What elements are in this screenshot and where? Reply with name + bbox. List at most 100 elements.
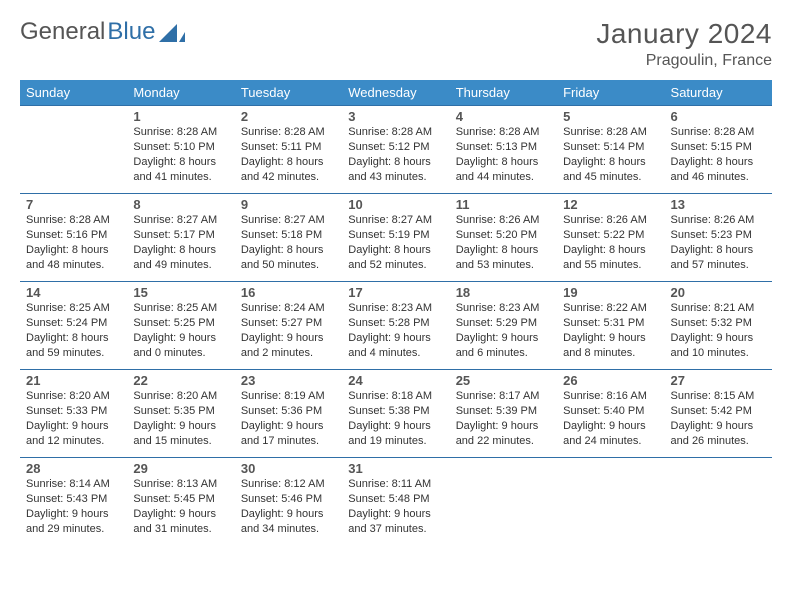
calendar-cell: 18Sunrise: 8:23 AMSunset: 5:29 PMDayligh…	[450, 282, 557, 370]
calendar-cell: 27Sunrise: 8:15 AMSunset: 5:42 PMDayligh…	[665, 370, 772, 458]
sunset-text: Sunset: 5:20 PM	[456, 228, 551, 243]
sunset-text: Sunset: 5:17 PM	[133, 228, 228, 243]
daylight-text: Daylight: 8 hours	[133, 155, 228, 170]
brand-logo: GeneralBlue	[20, 18, 185, 46]
calendar-cell: 17Sunrise: 8:23 AMSunset: 5:28 PMDayligh…	[342, 282, 449, 370]
sunset-text: Sunset: 5:23 PM	[671, 228, 766, 243]
sunset-text: Sunset: 5:35 PM	[133, 404, 228, 419]
day-number: 27	[671, 373, 766, 388]
daylight-text: and 57 minutes.	[671, 258, 766, 273]
sunset-text: Sunset: 5:39 PM	[456, 404, 551, 419]
day-number: 16	[241, 285, 336, 300]
daylight-text: Daylight: 9 hours	[563, 331, 658, 346]
daylight-text: and 29 minutes.	[26, 522, 121, 537]
daylight-text: and 41 minutes.	[133, 170, 228, 185]
day-number: 29	[133, 461, 228, 476]
sunset-text: Sunset: 5:32 PM	[671, 316, 766, 331]
day-number: 22	[133, 373, 228, 388]
daylight-text: Daylight: 8 hours	[456, 243, 551, 258]
sunrise-text: Sunrise: 8:27 AM	[241, 213, 336, 228]
day-number: 3	[348, 109, 443, 124]
day-number: 6	[671, 109, 766, 124]
daylight-text: Daylight: 8 hours	[348, 243, 443, 258]
daylight-text: and 48 minutes.	[26, 258, 121, 273]
calendar-cell: 25Sunrise: 8:17 AMSunset: 5:39 PMDayligh…	[450, 370, 557, 458]
day-number: 24	[348, 373, 443, 388]
calendar-cell	[665, 458, 772, 546]
daylight-text: and 37 minutes.	[348, 522, 443, 537]
brand-part1: General	[20, 18, 105, 46]
sunset-text: Sunset: 5:43 PM	[26, 492, 121, 507]
weekday-thursday: Thursday	[450, 80, 557, 106]
sunrise-text: Sunrise: 8:16 AM	[563, 389, 658, 404]
sunrise-text: Sunrise: 8:21 AM	[671, 301, 766, 316]
sunset-text: Sunset: 5:12 PM	[348, 140, 443, 155]
calendar-cell: 9Sunrise: 8:27 AMSunset: 5:18 PMDaylight…	[235, 194, 342, 282]
calendar-cell: 12Sunrise: 8:26 AMSunset: 5:22 PMDayligh…	[557, 194, 664, 282]
calendar-cell	[450, 458, 557, 546]
calendar-cell: 11Sunrise: 8:26 AMSunset: 5:20 PMDayligh…	[450, 194, 557, 282]
calendar-cell: 31Sunrise: 8:11 AMSunset: 5:48 PMDayligh…	[342, 458, 449, 546]
day-number: 19	[563, 285, 658, 300]
daylight-text: and 53 minutes.	[456, 258, 551, 273]
sunrise-text: Sunrise: 8:28 AM	[241, 125, 336, 140]
daylight-text: Daylight: 9 hours	[671, 331, 766, 346]
calendar-cell: 2Sunrise: 8:28 AMSunset: 5:11 PMDaylight…	[235, 106, 342, 194]
daylight-text: and 24 minutes.	[563, 434, 658, 449]
calendar-body: 1Sunrise: 8:28 AMSunset: 5:10 PMDaylight…	[20, 106, 772, 546]
sunset-text: Sunset: 5:14 PM	[563, 140, 658, 155]
daylight-text: and 17 minutes.	[241, 434, 336, 449]
sunrise-text: Sunrise: 8:27 AM	[348, 213, 443, 228]
day-number: 31	[348, 461, 443, 476]
day-number: 30	[241, 461, 336, 476]
calendar-cell: 3Sunrise: 8:28 AMSunset: 5:12 PMDaylight…	[342, 106, 449, 194]
calendar-cell: 6Sunrise: 8:28 AMSunset: 5:15 PMDaylight…	[665, 106, 772, 194]
sunrise-text: Sunrise: 8:28 AM	[456, 125, 551, 140]
daylight-text: Daylight: 8 hours	[563, 155, 658, 170]
daylight-text: and 19 minutes.	[348, 434, 443, 449]
sunset-text: Sunset: 5:31 PM	[563, 316, 658, 331]
calendar-cell: 28Sunrise: 8:14 AMSunset: 5:43 PMDayligh…	[20, 458, 127, 546]
sunrise-text: Sunrise: 8:26 AM	[456, 213, 551, 228]
sunset-text: Sunset: 5:45 PM	[133, 492, 228, 507]
daylight-text: and 59 minutes.	[26, 346, 121, 361]
day-number: 8	[133, 197, 228, 212]
daylight-text: and 4 minutes.	[348, 346, 443, 361]
daylight-text: and 34 minutes.	[241, 522, 336, 537]
sunrise-text: Sunrise: 8:14 AM	[26, 477, 121, 492]
calendar-cell: 1Sunrise: 8:28 AMSunset: 5:10 PMDaylight…	[127, 106, 234, 194]
daylight-text: Daylight: 8 hours	[26, 331, 121, 346]
daylight-text: Daylight: 9 hours	[133, 331, 228, 346]
sunset-text: Sunset: 5:13 PM	[456, 140, 551, 155]
daylight-text: and 10 minutes.	[671, 346, 766, 361]
daylight-text: Daylight: 9 hours	[348, 419, 443, 434]
sunset-text: Sunset: 5:24 PM	[26, 316, 121, 331]
sunrise-text: Sunrise: 8:20 AM	[133, 389, 228, 404]
sunrise-text: Sunrise: 8:26 AM	[671, 213, 766, 228]
brand-part2: Blue	[107, 18, 155, 46]
daylight-text: Daylight: 9 hours	[26, 507, 121, 522]
weekday-tuesday: Tuesday	[235, 80, 342, 106]
location-label: Pragoulin, France	[596, 52, 772, 70]
sunset-text: Sunset: 5:16 PM	[26, 228, 121, 243]
sunrise-text: Sunrise: 8:22 AM	[563, 301, 658, 316]
sunrise-text: Sunrise: 8:25 AM	[133, 301, 228, 316]
day-number: 23	[241, 373, 336, 388]
calendar-cell: 14Sunrise: 8:25 AMSunset: 5:24 PMDayligh…	[20, 282, 127, 370]
sunrise-text: Sunrise: 8:18 AM	[348, 389, 443, 404]
sunrise-text: Sunrise: 8:20 AM	[26, 389, 121, 404]
sunrise-text: Sunrise: 8:28 AM	[26, 213, 121, 228]
daylight-text: and 52 minutes.	[348, 258, 443, 273]
sunrise-text: Sunrise: 8:23 AM	[348, 301, 443, 316]
calendar-cell	[20, 106, 127, 194]
sunset-text: Sunset: 5:33 PM	[26, 404, 121, 419]
sunset-text: Sunset: 5:36 PM	[241, 404, 336, 419]
calendar-cell	[557, 458, 664, 546]
daylight-text: Daylight: 8 hours	[563, 243, 658, 258]
day-number: 15	[133, 285, 228, 300]
daylight-text: and 6 minutes.	[456, 346, 551, 361]
sunrise-text: Sunrise: 8:17 AM	[456, 389, 551, 404]
day-number: 17	[348, 285, 443, 300]
day-number: 14	[26, 285, 121, 300]
daylight-text: Daylight: 9 hours	[241, 419, 336, 434]
